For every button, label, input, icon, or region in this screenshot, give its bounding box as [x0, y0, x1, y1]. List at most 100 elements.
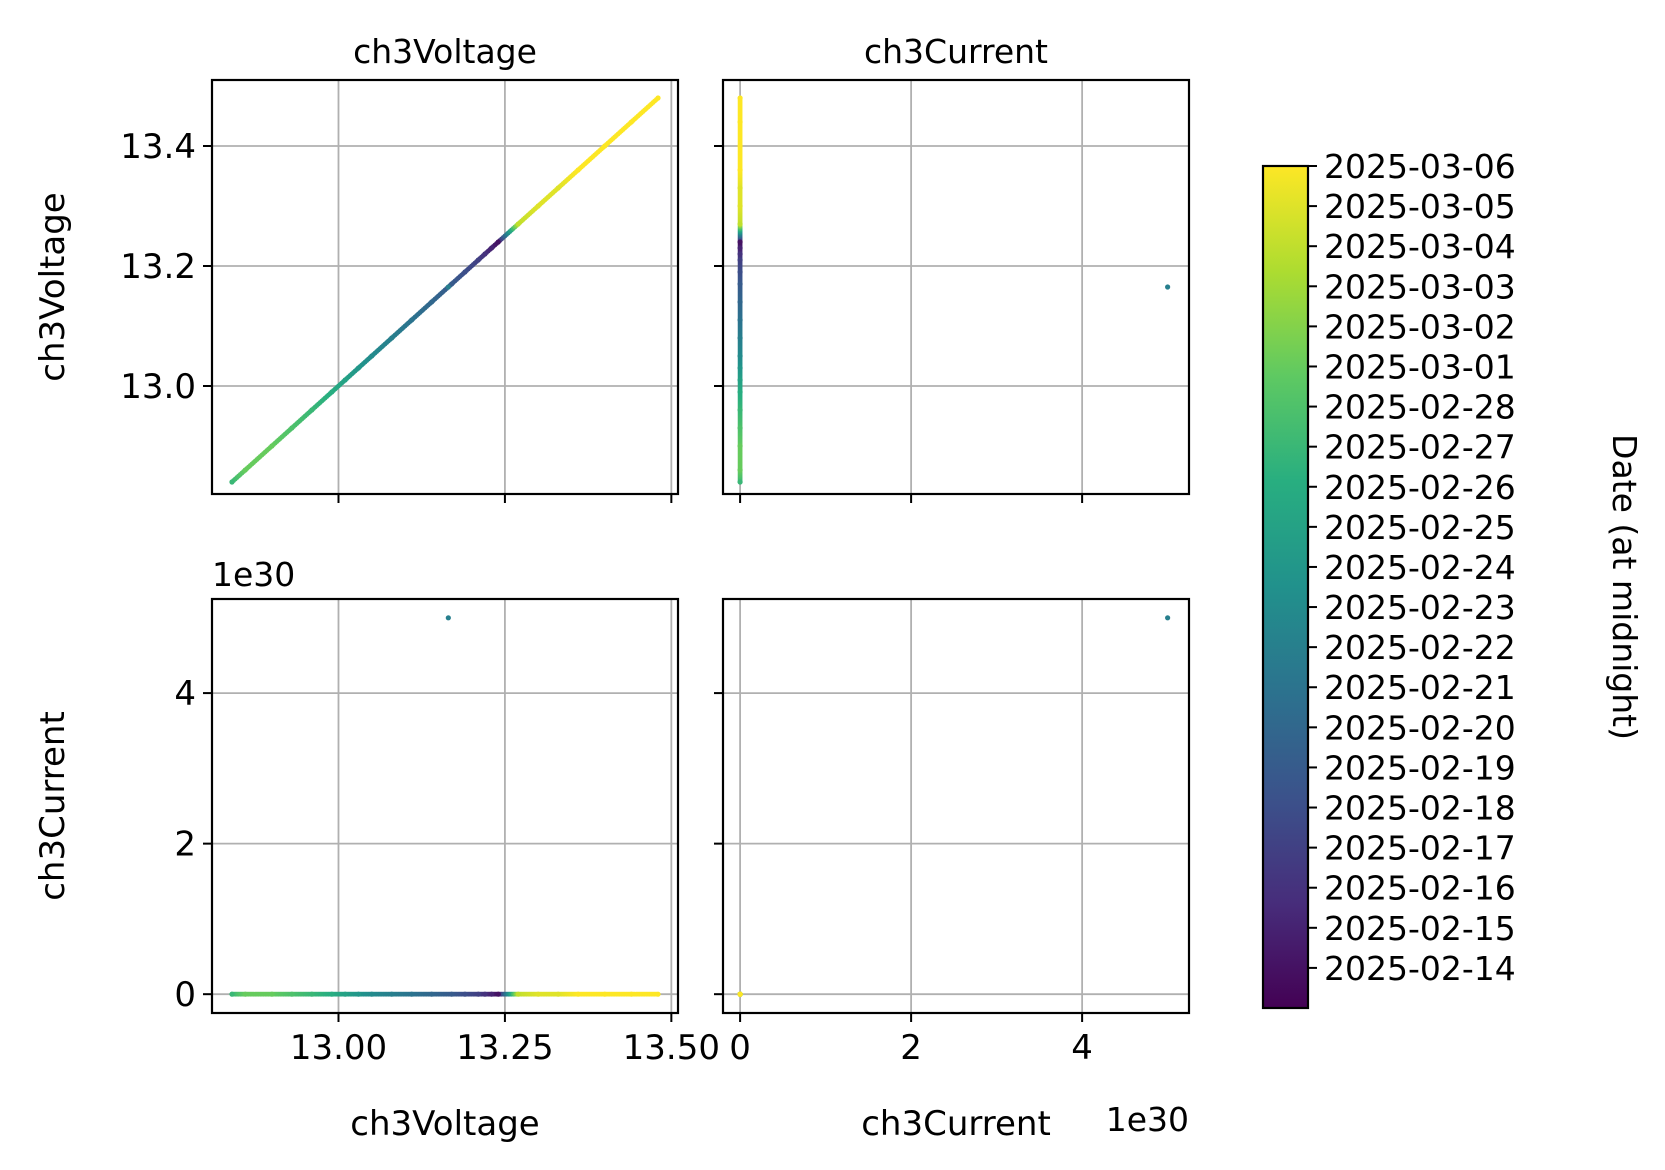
data-point: [575, 167, 581, 173]
data-point: [737, 269, 743, 275]
data-point: [737, 479, 743, 485]
data-point: [737, 245, 743, 251]
data-point: [737, 443, 743, 449]
colorbar-gradient: [1263, 166, 1308, 1008]
data-point: [655, 991, 661, 997]
panel-bottom-right: 0 2 4 ch3Current 1e30: [714, 597, 1191, 1144]
data-point: [449, 991, 455, 997]
data-point: [737, 203, 743, 209]
colorbar-tick-label: 2025-02-25: [1324, 508, 1516, 547]
colorbar-tick-label: 2025-03-06: [1324, 147, 1516, 186]
colorbar-tick-label: 2025-02-19: [1324, 748, 1516, 787]
scatter-series: [737, 95, 1171, 485]
x-tick-label: 13.25: [456, 1028, 553, 1068]
axes-frame: [210, 597, 680, 1015]
axes-frame: [721, 78, 1191, 496]
data-point: [737, 143, 743, 149]
panel-title: ch3Voltage: [353, 32, 537, 71]
colorbar-tick-label: 2025-02-28: [1324, 388, 1516, 427]
data-point: [737, 425, 743, 431]
data-point: [515, 991, 521, 997]
data-point: [355, 991, 362, 997]
data-point: [737, 377, 743, 383]
data-point: [309, 407, 315, 413]
data-point: [628, 991, 635, 997]
data-point: [445, 284, 451, 290]
y-tick-label: 2: [174, 825, 196, 865]
x-tick-label: 13.50: [623, 1028, 720, 1068]
colorbar-tick-label: 2025-03-03: [1324, 267, 1516, 306]
data-point: [602, 991, 608, 997]
data-point: [429, 991, 435, 997]
data-point: [409, 991, 415, 997]
colorbar-tick-label: 2025-02-21: [1324, 668, 1516, 707]
scatter-series: [737, 615, 1171, 997]
panel-bottom-left: 13.00 13.25 13.50 0 2 4 ch3Voltage ch3Current 1e…: [33, 555, 720, 1144]
data-point: [242, 991, 248, 997]
data-point: [737, 251, 743, 257]
data-point: [737, 353, 743, 359]
data-point: [329, 991, 335, 997]
data-point: [1165, 284, 1171, 290]
data-point: [737, 317, 743, 323]
data-point: [737, 335, 743, 341]
data-point: [737, 119, 743, 125]
data-point: [269, 991, 275, 997]
colorbar-tick-label: 2025-02-15: [1324, 909, 1516, 948]
scatter-series: [229, 615, 661, 997]
x-tick-label: 13.00: [290, 1028, 387, 1068]
y-axis-label: ch3Voltage: [33, 192, 73, 381]
data-point: [737, 365, 743, 371]
data-point: [515, 221, 521, 227]
data-point: [289, 991, 295, 997]
data-point: [737, 299, 743, 305]
y-tick-label: 0: [174, 975, 196, 1015]
data-point: [555, 991, 561, 997]
data-point: [445, 615, 451, 621]
data-point: [482, 251, 488, 257]
y-tick-label: 13.2: [120, 247, 196, 287]
y-tick-label: 13.4: [120, 127, 196, 167]
data-point: [229, 991, 235, 997]
data-point: [489, 245, 495, 251]
data-point: [369, 353, 375, 359]
data-point: [655, 95, 661, 101]
data-point: [535, 203, 541, 209]
data-point: [329, 389, 335, 395]
axes-frame: [721, 597, 1191, 1015]
panel-top-right: ch3Current: [714, 32, 1191, 503]
colorbar-tick-label: 2025-02-20: [1324, 708, 1516, 747]
data-point: [628, 119, 635, 125]
data-point: [242, 467, 248, 473]
data-point: [489, 991, 495, 997]
data-point: [429, 299, 435, 305]
data-point: [309, 991, 315, 997]
colorbar-tick-label: 2025-02-23: [1324, 588, 1516, 627]
colorbar-label: Date (at midnight): [1605, 434, 1644, 740]
panel-top-left: 13.0 13.2 13.4 ch3Voltage ch3Voltage: [33, 32, 680, 503]
y-tick-label: 13.0: [120, 367, 196, 407]
data-point: [369, 991, 375, 997]
data-point: [575, 991, 581, 997]
data-point: [475, 991, 481, 997]
data-point: [495, 239, 501, 245]
data-point: [737, 185, 743, 191]
data-point: [1165, 615, 1171, 621]
colorbar-tick-label: 2025-03-05: [1324, 187, 1516, 226]
data-point: [482, 991, 488, 997]
data-point: [737, 167, 743, 173]
x-tick-label: 4: [1071, 1028, 1093, 1068]
colorbar-frame: [1261, 164, 1310, 1010]
colorbar-tick-label: 2025-03-02: [1324, 307, 1516, 346]
colorbar-tick-label: 2025-02-18: [1324, 789, 1516, 828]
data-point: [462, 269, 468, 275]
data-point: [737, 281, 743, 287]
colorbar-tick-label: 2025-02-24: [1324, 548, 1516, 587]
colorbar: 2025-02-142025-02-152025-02-162025-02-17…: [1261, 147, 1644, 1010]
data-point: [737, 991, 743, 997]
y-offset-label: 1e30: [212, 555, 295, 594]
x-axis-label: ch3Current: [861, 1104, 1051, 1144]
data-point: [737, 389, 743, 395]
data-point: [229, 479, 235, 485]
